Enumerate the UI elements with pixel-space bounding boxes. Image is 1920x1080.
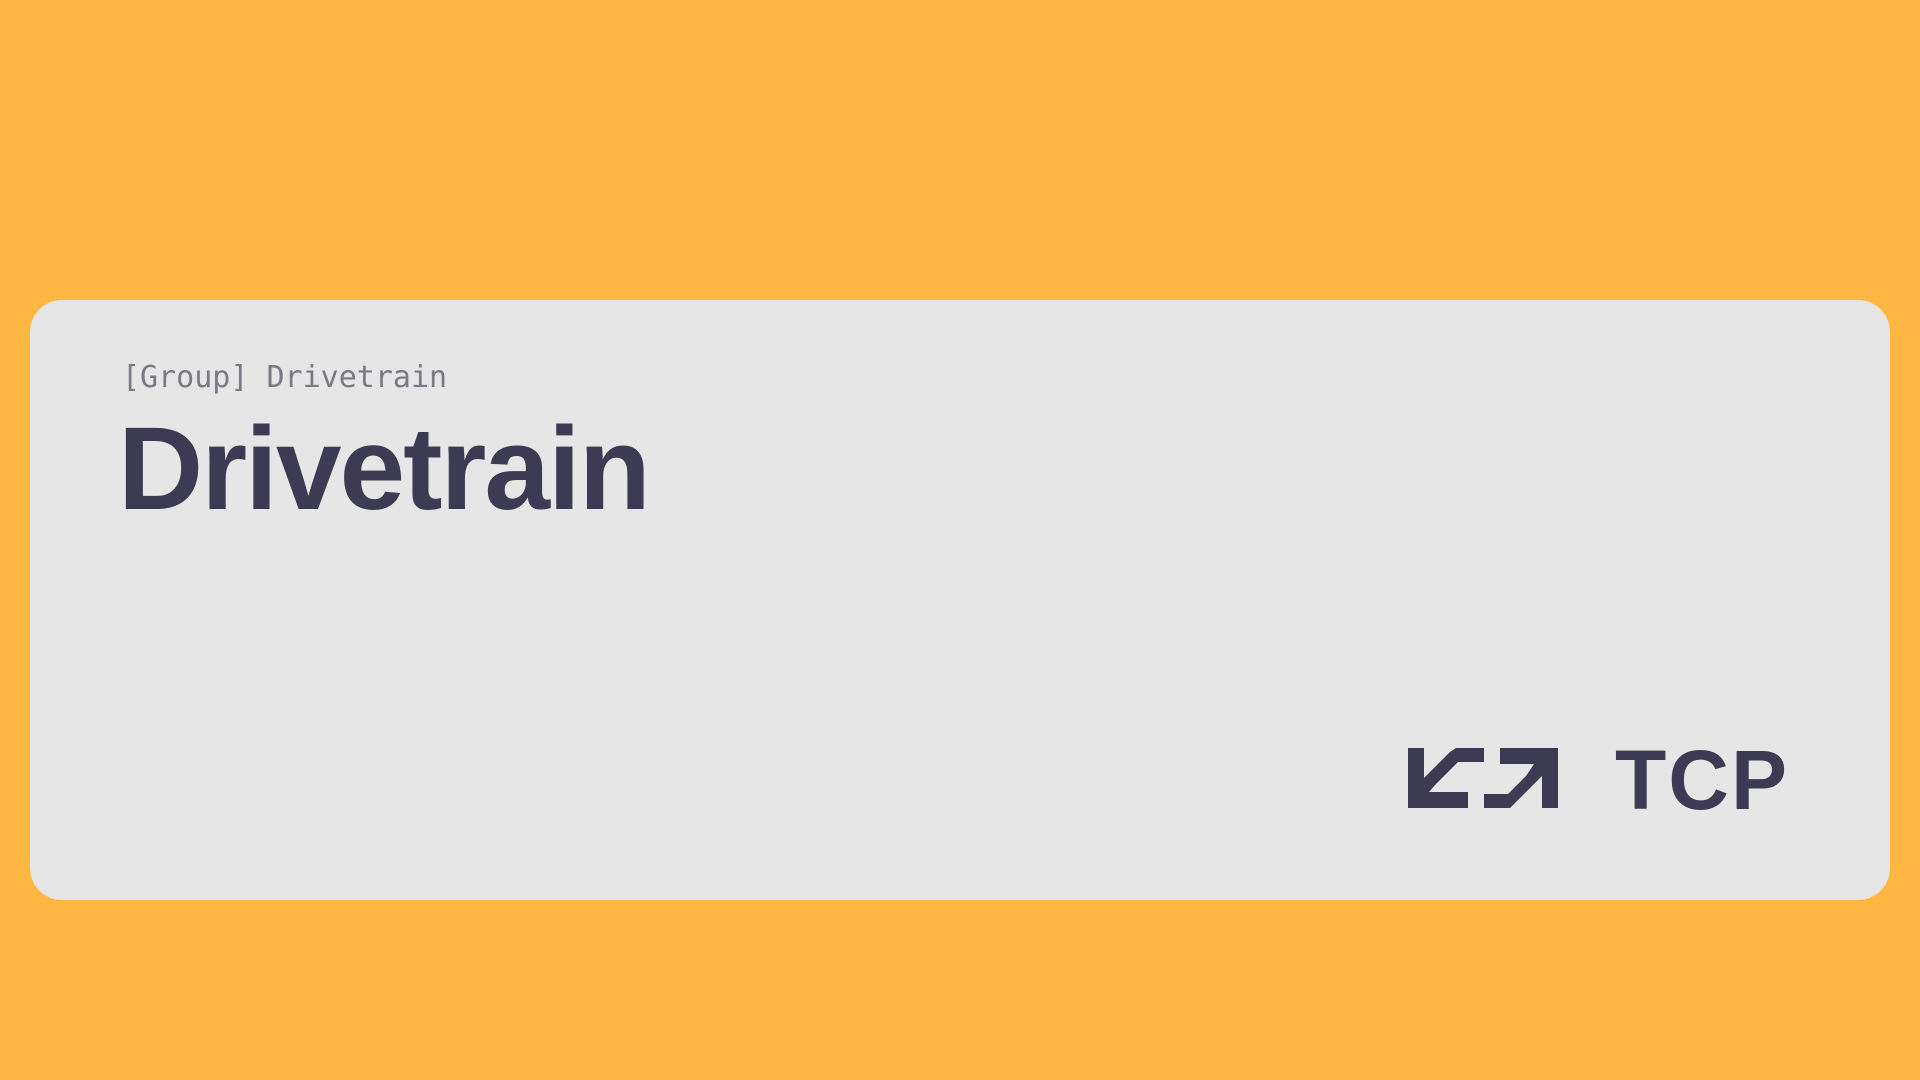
tcp-logo: TCP — [1408, 738, 1833, 822]
title-card: [Group] Drivetrain Drivetrain TCP — [30, 300, 1890, 900]
logo-wordmark: TCP — [1615, 733, 1789, 827]
page-title: Drivetrain — [118, 403, 651, 535]
breadcrumb: [Group] Drivetrain — [122, 360, 448, 395]
double-arrow-logo-icon — [1408, 748, 1558, 808]
